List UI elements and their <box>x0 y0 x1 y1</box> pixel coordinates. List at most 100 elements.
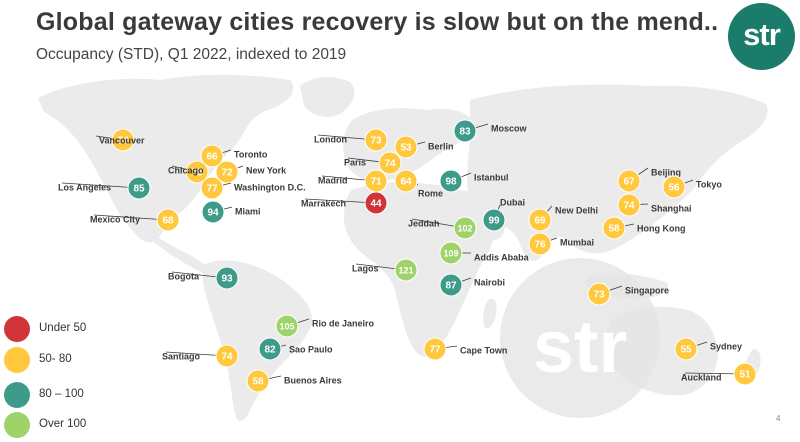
marker-dot <box>587 282 611 306</box>
city-label: Dubai <box>500 198 525 208</box>
marker-value: 51 <box>739 370 751 381</box>
marker-value: 72 <box>221 168 233 179</box>
marker-value: 56 <box>668 183 680 194</box>
marker-value: 77 <box>429 345 441 356</box>
marker-value: 98 <box>445 177 457 188</box>
marker-dot <box>394 169 418 193</box>
marker-value: 79 <box>191 168 203 179</box>
marker-value: 102 <box>457 224 472 234</box>
chart-title: Global gateway cities recovery is slow b… <box>36 8 719 36</box>
city-label: Bogota <box>168 272 200 282</box>
marker-value: 53 <box>400 143 412 154</box>
leader-line <box>304 198 377 204</box>
city-marker-miami: 94 Miami <box>201 200 261 224</box>
south-america-landmass <box>203 260 313 421</box>
marker-dot <box>201 200 225 224</box>
city-marker-singapore: 73 Singapore <box>587 282 669 306</box>
marker-value: 58 <box>608 224 620 235</box>
city-label: Chicago <box>168 166 204 176</box>
city-label: New Delhi <box>555 206 598 216</box>
legend-label: Over 100 <box>39 418 87 430</box>
marker-dot <box>156 208 180 232</box>
page-number: 4 <box>776 414 781 423</box>
city-marker-madrid: 71 Madrid <box>318 169 388 193</box>
marker-dot <box>602 216 626 240</box>
marker-dot <box>185 160 209 184</box>
marker-value: 94 <box>207 208 219 219</box>
str-watermark: str <box>500 258 660 418</box>
marker-value: 73 <box>593 290 605 301</box>
city-label: London <box>314 135 347 145</box>
legend-swatch <box>4 347 30 373</box>
city-marker-jeddah: 102 Jeddah <box>408 216 477 240</box>
city-marker-sydney: 55 Sydney <box>674 337 742 361</box>
marker-value: 67 <box>623 177 635 188</box>
city-label: Sao Paulo <box>289 345 333 355</box>
city-label: Washington D.C. <box>234 183 306 193</box>
marker-value: 74 <box>117 136 129 147</box>
city-label: Sydney <box>710 342 742 352</box>
city-label: Jeddah <box>408 219 440 229</box>
marker-dot <box>246 369 270 393</box>
marker-value: 69 <box>534 216 546 227</box>
city-label: Mumbai <box>560 238 594 248</box>
city-marker-mexico-city: 68 Mexico City <box>90 208 180 232</box>
city-marker-marrakech: 44 Marrakech <box>301 191 388 215</box>
city-label: Singapore <box>625 286 669 296</box>
city-label: Toronto <box>234 150 268 160</box>
legend-swatch <box>4 316 30 342</box>
legend-label: 50- 80 <box>39 353 72 365</box>
marker-dot <box>453 119 477 143</box>
city-marker-beijing: 67 Beijing <box>617 168 681 193</box>
marker-value: 66 <box>206 152 218 163</box>
city-label: Marrakech <box>301 199 346 209</box>
marker-dot <box>364 191 388 215</box>
city-label: Santiago <box>162 352 201 362</box>
marker-dot <box>378 151 402 175</box>
city-marker-new-york: 72 New York <box>215 160 287 184</box>
legend-item-80-100: 80 – 100 <box>4 382 204 410</box>
marker-dot <box>275 314 299 338</box>
city-label: Lagos <box>352 264 379 274</box>
marker-dot <box>528 232 552 256</box>
marker-dot <box>215 266 239 290</box>
marker-value: 93 <box>221 274 233 285</box>
city-label: Beijing <box>651 168 681 178</box>
city-marker-bogota: 93 Bogota <box>168 266 239 290</box>
city-label: Rio de Janeiro <box>312 319 375 329</box>
city-label: Tokyo <box>696 180 722 190</box>
marker-value: 82 <box>264 345 276 356</box>
marker-dot <box>364 128 388 152</box>
city-label: Auckland <box>681 373 722 383</box>
city-marker-rio-de-janeiro: 105 Rio de Janeiro <box>275 314 375 338</box>
logo-text: str <box>743 16 781 52</box>
city-marker-lagos: 121 Lagos <box>352 258 418 282</box>
city-marker-rome: 64 Rome <box>394 169 443 199</box>
marker-value: 87 <box>445 281 457 292</box>
legend-swatch <box>4 412 30 438</box>
marker-dot <box>439 241 463 265</box>
city-marker-hong-kong: 58 Hong Kong <box>602 216 686 240</box>
city-label: Miami <box>235 207 261 217</box>
city-marker-sao-paulo: 82 Sao Paulo <box>258 337 333 361</box>
marker-dot <box>439 273 463 297</box>
marker-dot <box>394 135 418 159</box>
city-marker-paris: 74 Paris <box>344 151 402 175</box>
city-marker-shanghai: 74 Shanghai <box>617 193 692 217</box>
marker-value: 109 <box>443 249 458 259</box>
legend-item-50-80: 50- 80 <box>4 347 204 375</box>
watermark-circle <box>500 258 660 418</box>
str-logo: str <box>728 3 795 70</box>
marker-dot <box>127 176 151 200</box>
marker-value: 44 <box>370 199 382 210</box>
city-marker-moscow: 83 Moscow <box>453 119 528 143</box>
marker-dot <box>111 128 135 152</box>
marker-value: 85 <box>133 184 145 195</box>
marker-value: 64 <box>400 177 412 188</box>
city-label: Addis Ababa <box>474 253 530 263</box>
marker-dot <box>733 362 757 386</box>
marker-dot <box>439 169 463 193</box>
